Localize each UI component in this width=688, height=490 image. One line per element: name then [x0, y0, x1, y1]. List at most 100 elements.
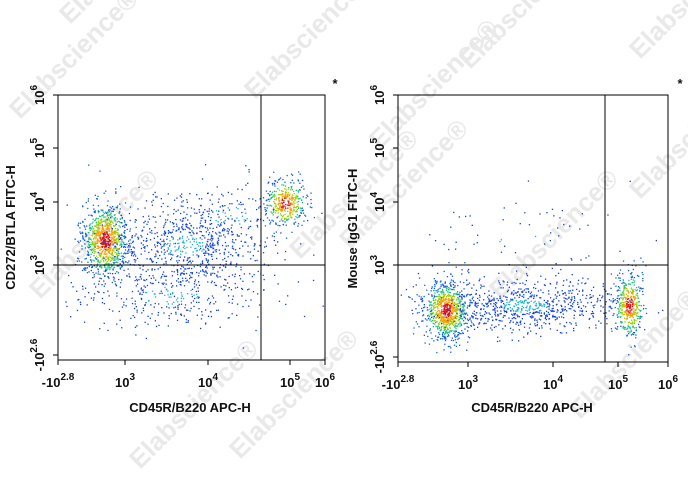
event-dot — [125, 223, 128, 226]
event-dot — [530, 330, 532, 332]
event-dot — [100, 239, 102, 242]
event-dot — [192, 254, 194, 256]
event-dot — [78, 251, 81, 253]
event-dot — [549, 297, 552, 299]
event-dot — [148, 275, 151, 277]
event-dot — [453, 296, 456, 298]
event-dot — [116, 221, 119, 223]
event-dot — [487, 318, 489, 320]
event-dot — [110, 241, 112, 244]
event-dot — [140, 273, 142, 276]
event-dot — [430, 332, 432, 334]
event-dot — [127, 250, 129, 252]
event-dot — [143, 226, 145, 228]
event-dot — [97, 260, 99, 262]
event-dot — [622, 273, 624, 275]
event-dot — [540, 312, 542, 314]
event-dot — [223, 284, 225, 286]
event-dot — [428, 316, 430, 318]
event-dot — [462, 306, 464, 308]
event-dot — [642, 261, 644, 263]
event-dot — [616, 290, 618, 292]
event-dot — [286, 174, 288, 177]
event-dot — [148, 251, 150, 254]
event-dot — [248, 305, 250, 307]
event-dot — [90, 253, 92, 255]
event-dot — [179, 256, 181, 258]
event-dot — [101, 302, 104, 304]
event-dot — [520, 300, 522, 302]
event-dot — [193, 286, 196, 288]
event-dot — [615, 277, 617, 279]
event-dot — [599, 294, 601, 296]
event-dot — [115, 242, 118, 244]
event-dot — [104, 258, 106, 260]
event-dot — [89, 237, 91, 239]
event-dot — [277, 241, 279, 243]
event-dot — [97, 231, 99, 233]
event-dot — [617, 295, 619, 297]
event-dot — [114, 256, 116, 258]
event-dot — [287, 207, 289, 209]
event-dot — [228, 209, 231, 211]
event-dot — [289, 204, 291, 206]
event-dot — [106, 219, 108, 221]
event-dot — [622, 302, 625, 304]
event-dot — [519, 301, 521, 303]
event-dot — [95, 217, 98, 219]
event-dot — [620, 302, 623, 304]
event-dot — [288, 203, 290, 205]
event-dot — [304, 214, 306, 216]
event-dot — [548, 293, 550, 295]
event-dot — [449, 327, 451, 329]
event-dot — [114, 251, 116, 253]
event-dot — [516, 278, 518, 281]
event-dot — [116, 249, 118, 251]
event-dot — [113, 231, 115, 233]
event-dot — [240, 240, 242, 242]
event-dot — [221, 205, 224, 207]
event-dot — [613, 313, 615, 315]
event-dot — [547, 306, 549, 308]
tick-exp: 3 — [29, 255, 40, 261]
event-dot — [440, 320, 442, 322]
event-dot — [87, 198, 90, 200]
event-dot — [548, 322, 550, 325]
event-dot — [118, 220, 120, 222]
event-dot — [107, 266, 109, 268]
event-dot — [272, 184, 274, 186]
event-dot — [443, 305, 445, 307]
event-dot — [565, 294, 567, 296]
event-dot — [580, 259, 582, 261]
event-dot — [93, 274, 95, 276]
event-dot — [185, 272, 188, 275]
event-dot — [516, 310, 518, 312]
event-dot — [120, 233, 123, 235]
event-dot — [183, 270, 185, 272]
event-dot — [434, 295, 436, 298]
event-dot — [171, 222, 174, 224]
event-dot — [431, 265, 434, 267]
event-dot — [622, 281, 624, 283]
event-dot — [449, 305, 452, 307]
event-dot — [633, 321, 635, 323]
event-dot — [191, 288, 194, 290]
event-dot — [629, 273, 632, 275]
event-dot — [441, 293, 443, 295]
event-dot — [123, 269, 125, 272]
event-dot — [272, 214, 274, 216]
event-dot — [307, 203, 309, 205]
event-dot — [476, 242, 478, 244]
event-dot — [167, 214, 169, 216]
event-dot — [641, 271, 643, 274]
event-dot — [422, 320, 424, 322]
event-dot — [636, 289, 638, 291]
event-dot — [237, 235, 239, 237]
event-dot — [200, 270, 202, 272]
event-dot — [543, 312, 545, 314]
event-dot — [577, 283, 579, 285]
event-dot — [107, 224, 109, 227]
event-dot — [95, 258, 98, 260]
event-dot — [429, 304, 431, 306]
event-dot — [454, 323, 456, 325]
